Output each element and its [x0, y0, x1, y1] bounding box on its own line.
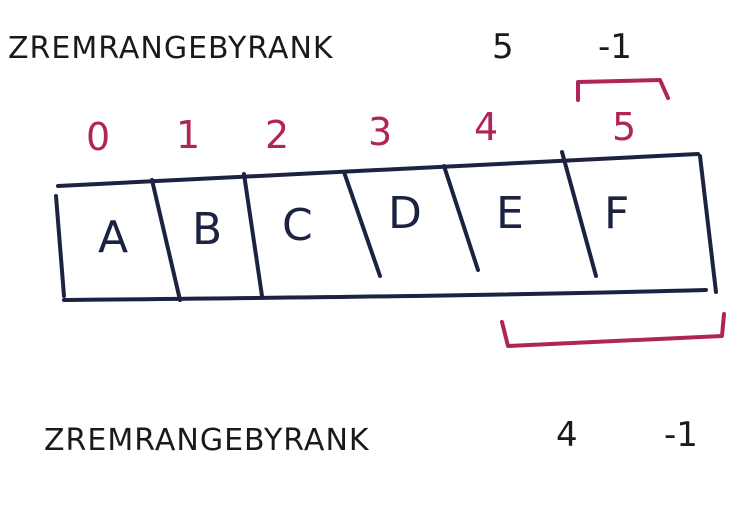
index-label-2: 2	[265, 113, 289, 157]
array-box	[54, 150, 718, 302]
command-1-stop: -1	[598, 27, 632, 67]
index-label-0: 0	[86, 115, 110, 159]
array-top-border	[56, 152, 700, 188]
array-bottom-border	[62, 288, 708, 302]
cell-letter-4: E	[496, 188, 524, 239]
cell-divider-2	[242, 172, 264, 298]
array-left-border	[54, 194, 66, 298]
index-label-3: 3	[368, 110, 392, 154]
command-2-start: 4	[556, 415, 578, 455]
index-label-1: 1	[176, 113, 200, 157]
lower-highlight-bracket	[500, 312, 726, 348]
command-1-name: ZREMRANGEBYRANK	[8, 31, 334, 66]
cell-divider-3	[342, 170, 382, 278]
command-1-start: 5	[492, 27, 514, 67]
cell-letter-2: C	[282, 200, 313, 251]
command-2-stop: -1	[664, 415, 698, 455]
upper-highlight-bracket	[576, 78, 670, 102]
cell-letter-0: A	[98, 212, 128, 263]
cell-divider-5	[560, 150, 598, 278]
index-label-5: 5	[612, 105, 636, 149]
index-label-4: 4	[474, 105, 498, 149]
cell-letter-1: B	[192, 204, 222, 255]
array-right-border	[698, 154, 718, 294]
cell-letter-3: D	[388, 188, 422, 239]
cell-divider-1	[150, 178, 182, 302]
cell-letter-5: F	[604, 188, 629, 239]
command-2-name: ZREMRANGEBYRANK	[44, 423, 370, 458]
cell-divider-4	[442, 164, 480, 272]
